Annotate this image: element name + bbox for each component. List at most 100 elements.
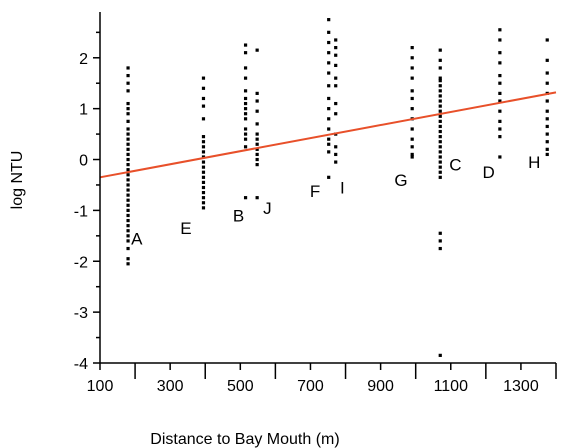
- data-point: [498, 28, 502, 32]
- y-tick-label: 2: [79, 51, 88, 68]
- data-point: [126, 107, 130, 111]
- y-tick-label: -1: [74, 203, 88, 220]
- data-point: [126, 262, 130, 266]
- data-point: [498, 135, 502, 139]
- data-point: [243, 101, 248, 106]
- data-point: [545, 124, 549, 129]
- data-point: [545, 147, 549, 151]
- data-point: [545, 152, 549, 157]
- y-axis-label: log NTU: [9, 151, 26, 210]
- data-point: [410, 145, 414, 149]
- data-point: [334, 112, 338, 116]
- data-point: [438, 124, 442, 129]
- data-point: [410, 76, 414, 80]
- data-point: [126, 257, 130, 261]
- data-point: [126, 101, 130, 106]
- data-point: [327, 84, 331, 88]
- data-point: [438, 246, 442, 251]
- data-point: [438, 58, 442, 62]
- data-point: [327, 40, 331, 45]
- data-point: [498, 73, 502, 78]
- point-label: F: [310, 182, 320, 201]
- x-tick-label: 1100: [434, 378, 469, 395]
- data-point: [126, 234, 130, 238]
- data-point: [334, 160, 338, 164]
- data-point: [410, 46, 414, 50]
- data-point: [545, 109, 549, 113]
- data-point: [201, 190, 206, 195]
- data-point: [410, 137, 414, 141]
- data-point: [201, 140, 206, 144]
- data-point: [126, 198, 130, 202]
- data-point: [545, 99, 549, 103]
- y-tick-label: -3: [74, 305, 88, 322]
- data-point: [438, 79, 442, 83]
- data-point: [126, 66, 130, 70]
- data-point: [201, 86, 206, 90]
- x-axis-label: Distance to Bay Mouth (m): [150, 431, 339, 448]
- data-point: [438, 76, 442, 80]
- data-point: [201, 165, 206, 169]
- x-tick-label: 500: [227, 378, 254, 395]
- data-point: [126, 239, 130, 243]
- data-point: [334, 145, 338, 149]
- y-tick-label: 0: [79, 153, 88, 170]
- x-tick-label: 300: [157, 378, 184, 395]
- data-point: [410, 127, 414, 131]
- data-point: [243, 66, 248, 70]
- data-point: [438, 48, 442, 52]
- data-point: [243, 132, 248, 136]
- data-point: [334, 53, 338, 57]
- data-point: [438, 150, 442, 154]
- data-point: [327, 117, 331, 121]
- data-point: [126, 112, 130, 116]
- axes: -4 -3 -2 -1 0 1 2 100 300 500 700 900 1100 1300: [74, 12, 557, 395]
- data-point: [327, 150, 331, 154]
- data-point: [201, 206, 206, 210]
- data-point: [126, 127, 130, 131]
- data-point: [201, 155, 206, 159]
- data-point: [438, 353, 442, 357]
- data-point: [243, 96, 248, 101]
- data-point: [545, 140, 549, 144]
- data-point: [327, 127, 331, 131]
- data-point: [438, 104, 442, 108]
- y-tick-label: 1: [79, 102, 88, 119]
- data-point: [438, 109, 442, 113]
- data-point: [126, 132, 130, 136]
- data-point: [201, 104, 206, 108]
- data-point: [545, 38, 549, 42]
- point-label: G: [394, 171, 407, 190]
- data-point: [255, 157, 259, 162]
- data-point: [243, 117, 248, 121]
- data-point: [410, 107, 414, 111]
- data-point: [334, 46, 338, 50]
- x-tick-label: 100: [87, 378, 114, 395]
- data-point: [255, 48, 259, 52]
- data-point: [410, 66, 414, 70]
- data-point: [438, 89, 442, 93]
- data-point: [201, 170, 206, 174]
- data-point: [243, 145, 248, 149]
- data-point: [438, 155, 442, 159]
- data-point: [255, 109, 259, 113]
- data-point: [243, 196, 248, 200]
- data-point: [126, 224, 130, 228]
- data-point: [498, 91, 502, 95]
- data-point: [243, 137, 248, 141]
- data-point: [255, 142, 259, 146]
- data-point: [255, 196, 259, 200]
- data-point: [334, 38, 338, 42]
- data-point: [327, 61, 331, 65]
- data-point: [201, 145, 206, 149]
- data-point: [243, 112, 248, 116]
- data-point: [126, 157, 130, 162]
- data-point: [438, 99, 442, 103]
- y-tick-label: -4: [74, 356, 88, 373]
- data-point: [327, 51, 331, 55]
- data-point: [255, 91, 259, 95]
- point-label: A: [131, 229, 143, 248]
- data-point: [438, 94, 442, 98]
- data-point: [498, 109, 502, 113]
- data-point: [438, 145, 442, 149]
